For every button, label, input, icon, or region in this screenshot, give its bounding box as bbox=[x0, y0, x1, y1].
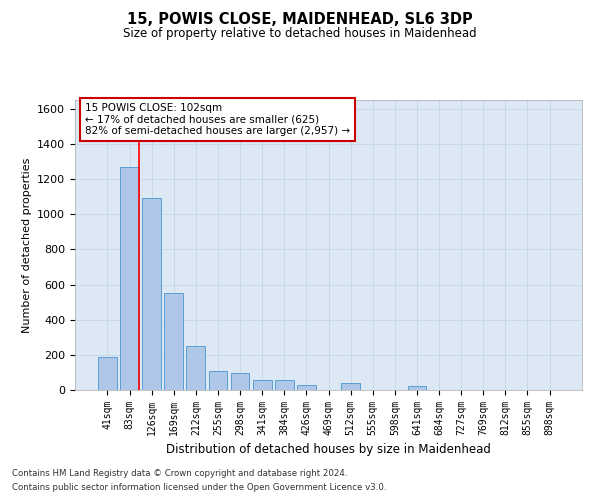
Bar bbox=[164, 294, 183, 390]
Bar bbox=[407, 386, 427, 390]
Bar bbox=[275, 380, 293, 390]
Bar bbox=[297, 384, 316, 390]
Bar bbox=[187, 346, 205, 390]
Bar bbox=[120, 167, 139, 390]
Bar bbox=[230, 374, 250, 390]
Text: Contains HM Land Registry data © Crown copyright and database right 2024.: Contains HM Land Registry data © Crown c… bbox=[12, 468, 347, 477]
Text: 15, POWIS CLOSE, MAIDENHEAD, SL6 3DP: 15, POWIS CLOSE, MAIDENHEAD, SL6 3DP bbox=[127, 12, 473, 28]
Bar bbox=[142, 198, 161, 390]
Text: Contains public sector information licensed under the Open Government Licence v3: Contains public sector information licen… bbox=[12, 484, 386, 492]
Bar bbox=[209, 370, 227, 390]
Bar bbox=[253, 380, 272, 390]
Bar bbox=[98, 356, 117, 390]
Text: 15 POWIS CLOSE: 102sqm
← 17% of detached houses are smaller (625)
82% of semi-de: 15 POWIS CLOSE: 102sqm ← 17% of detached… bbox=[85, 103, 350, 136]
Y-axis label: Number of detached properties: Number of detached properties bbox=[22, 158, 32, 332]
X-axis label: Distribution of detached houses by size in Maidenhead: Distribution of detached houses by size … bbox=[166, 444, 491, 456]
Bar bbox=[341, 383, 360, 390]
Text: Size of property relative to detached houses in Maidenhead: Size of property relative to detached ho… bbox=[123, 28, 477, 40]
